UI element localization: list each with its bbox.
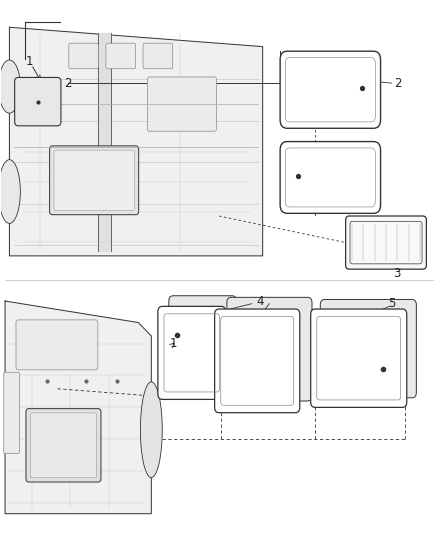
FancyBboxPatch shape (16, 320, 98, 370)
Text: 1: 1 (170, 337, 177, 350)
FancyBboxPatch shape (215, 309, 300, 413)
FancyBboxPatch shape (30, 413, 97, 478)
Text: 1: 1 (25, 55, 33, 68)
FancyBboxPatch shape (4, 372, 19, 454)
Ellipse shape (141, 382, 162, 478)
FancyBboxPatch shape (346, 216, 426, 269)
FancyBboxPatch shape (26, 409, 101, 482)
Bar (5, 17, 267, 266)
FancyBboxPatch shape (14, 77, 61, 126)
Polygon shape (5, 301, 151, 514)
FancyBboxPatch shape (320, 300, 417, 398)
Ellipse shape (0, 60, 20, 113)
Ellipse shape (0, 160, 20, 223)
FancyBboxPatch shape (311, 309, 407, 407)
FancyBboxPatch shape (280, 142, 381, 213)
Text: 4: 4 (257, 295, 264, 308)
Text: 2: 2 (65, 77, 72, 90)
FancyBboxPatch shape (106, 43, 136, 69)
FancyBboxPatch shape (169, 296, 237, 389)
FancyBboxPatch shape (143, 43, 173, 69)
FancyBboxPatch shape (49, 146, 139, 215)
FancyBboxPatch shape (69, 43, 99, 69)
Text: 2: 2 (394, 77, 401, 90)
Polygon shape (10, 27, 263, 256)
Text: 3: 3 (394, 267, 401, 280)
FancyBboxPatch shape (148, 77, 216, 131)
FancyBboxPatch shape (158, 306, 226, 399)
FancyBboxPatch shape (227, 297, 312, 401)
FancyBboxPatch shape (54, 150, 134, 211)
Text: 5: 5 (388, 297, 395, 310)
FancyBboxPatch shape (280, 51, 381, 128)
Bar (1, 296, 155, 519)
